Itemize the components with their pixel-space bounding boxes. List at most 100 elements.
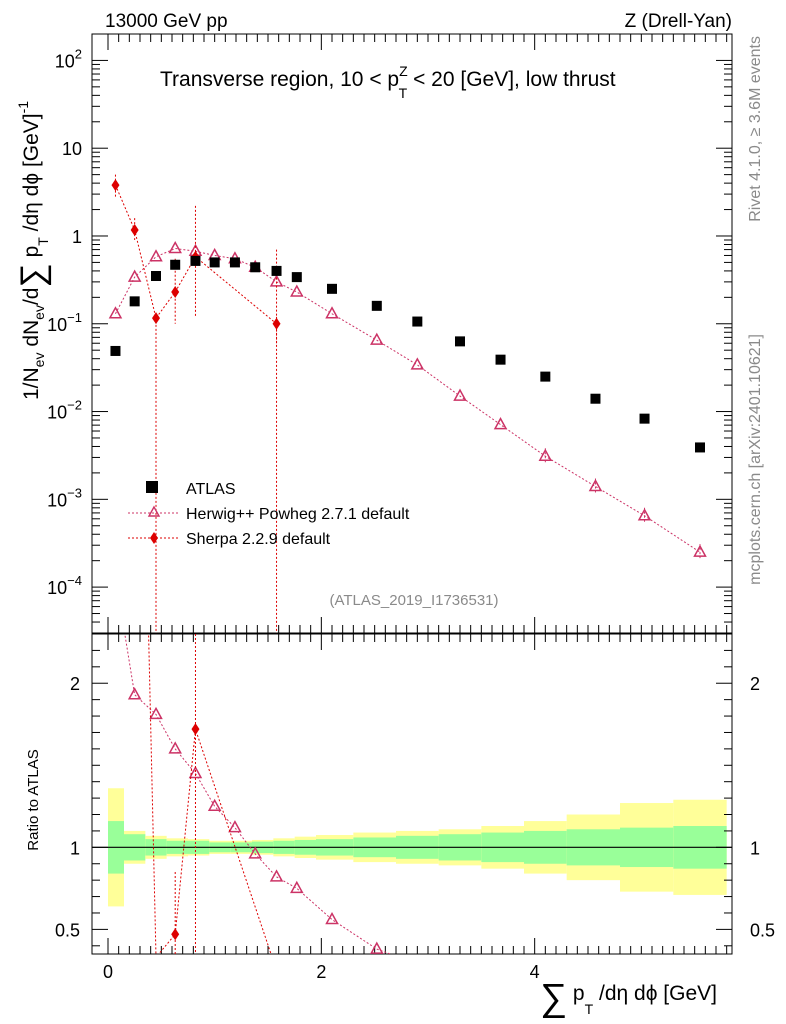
y-tick-label: 10: [62, 139, 82, 159]
herwig-point: [637, 508, 652, 521]
legend-marker-sherpa: [150, 532, 158, 544]
y-axis-label-ratio: Ratio to ATLAS: [25, 749, 42, 850]
ratio-tick-label-right: 0.5: [750, 920, 775, 940]
herwig-ratio-point: [412, 958, 423, 968]
legend-label-herwig: Herwig++ Powheg 2.7.1 default: [186, 506, 410, 523]
atlas-point: [229, 257, 240, 268]
atlas-point: [129, 296, 140, 307]
y-tick-label: 10−1: [47, 310, 82, 335]
atlas-point: [209, 257, 220, 268]
herwig-ratio-point: [110, 571, 121, 581]
atlas-point: [371, 300, 382, 311]
sherpa-point: [152, 312, 160, 325]
svg-text:1/Nev dNev/d∑ pT /dη dϕ [GeV]: 1/Nev dNev/d∑ pT /dη dϕ [GeV]-1: [14, 101, 52, 400]
herwig-point: [693, 544, 707, 557]
x-tick-label: 0: [103, 962, 113, 982]
atlas-point: [291, 272, 302, 283]
sherpa-ratio-point: [171, 928, 180, 941]
y-tick-label: 102: [55, 46, 82, 71]
legend: ATLAS Herwig++ Powheg 2.7.1 default Sher…: [128, 481, 410, 548]
herwig-ratio-point: [269, 869, 284, 882]
herwig-point: [325, 306, 339, 319]
atlas-point: [271, 265, 282, 276]
plot-title: Transverse region, 10 < pZ T < 20 [GeV], …: [160, 63, 616, 101]
herwig-point: [149, 249, 163, 262]
main-axis-ticks: 102 10 1 10−1 10−2 10−3 10−4: [47, 33, 732, 633]
analysis-id: (ATLAS_2019_I1736531): [329, 592, 498, 609]
atlas-point: [540, 371, 551, 382]
legend-label-sherpa: Sherpa 2.2.9 default: [186, 531, 331, 548]
atlas-point: [639, 413, 650, 424]
ratio-tick-label-right: 1: [750, 838, 760, 858]
herwig-ratio-point: [127, 687, 142, 700]
mcplots-label: mcplots.cern.ch [arXiv:2401.10621]: [747, 334, 764, 585]
main-panel-frame: [91, 33, 733, 634]
atlas-point: [590, 393, 601, 404]
atlas-point: [250, 262, 261, 273]
ratio-axis-ticks: 0 2 4 2 2 1 1 0.5 0.5: [55, 634, 775, 982]
herwig-point: [410, 357, 425, 370]
herwig-ratio-point: [149, 706, 163, 720]
herwig-ratio-point: [325, 911, 339, 925]
herwig-point: [588, 478, 603, 492]
sherpa-ratio-line: [148, 634, 272, 954]
atlas-point: [495, 354, 506, 365]
header-left: 13000 GeV pp: [105, 11, 228, 32]
ratio-tick-label-right: 2: [750, 674, 760, 694]
legend-label-atlas: ATLAS: [186, 481, 236, 498]
herwig-ratio-point: [188, 765, 203, 779]
x-axis-label: ∑ pT /dη dϕ [GeV]: [540, 977, 717, 1019]
sherpa-point: [171, 286, 180, 299]
y-tick-label: 10−2: [47, 398, 82, 423]
herwig-ratio-point: [455, 969, 466, 979]
atlas-point: [170, 259, 181, 270]
herwig-point: [108, 306, 123, 319]
herwig-ratio-line: [124, 634, 392, 954]
sherpa-point: [111, 179, 120, 192]
herwig-ratio-point: [495, 976, 506, 986]
atlas-point: [190, 255, 201, 266]
y-tick-label: 10−4: [47, 573, 82, 598]
herwig-ratio-point: [290, 880, 304, 894]
herwig-point: [127, 269, 142, 282]
sherpa-ratio-point: [191, 723, 200, 736]
herwig-point: [453, 388, 467, 401]
herwig-point: [168, 240, 182, 254]
sherpa-line: [115, 184, 277, 325]
herwig-ratio-point: [168, 741, 182, 754]
ratio-tick-label: 2: [70, 674, 80, 694]
ratio-tick-label: 1: [70, 838, 80, 858]
ratio-panel-frame: [91, 633, 733, 955]
atlas-point: [695, 442, 705, 453]
legend-marker-herwig: [147, 505, 161, 517]
sherpa-point: [130, 223, 139, 236]
atlas-point: [151, 271, 161, 282]
y-axis-label-main: 1/Nev dNev/d∑ pT /dη dϕ [GeV]-1: [14, 101, 52, 400]
rivet-label: Rivet 4.1.0, ≥ 3.6M events: [747, 36, 764, 222]
svg-text:∑ pT /dη dϕ [GeV]: ∑ pT /dη dϕ [GeV]: [540, 977, 717, 1019]
header-right: Z (Drell-Yan): [625, 11, 732, 32]
herwig-point: [370, 332, 384, 345]
herwig-ratio-point: [207, 798, 222, 812]
ratio-tick-label: 0.5: [55, 920, 80, 940]
herwig-point: [269, 274, 284, 287]
atlas-point: [110, 345, 121, 356]
y-tick-label: 10−3: [47, 485, 82, 510]
herwig-point: [493, 417, 508, 430]
atlas-point: [455, 336, 465, 347]
x-tick-label: 2: [316, 962, 326, 982]
atlas-point: [327, 283, 337, 294]
herwig-point: [290, 284, 304, 297]
y-tick-label: 1: [72, 227, 82, 247]
ratio-data-layer: [110, 571, 506, 986]
sherpa-point: [272, 317, 281, 330]
herwig-point: [538, 448, 553, 461]
atlas-point: [412, 316, 423, 327]
legend-marker-atlas: [146, 481, 158, 493]
x-tick-label: 4: [530, 962, 540, 982]
herwig-ratio-point: [228, 820, 242, 833]
herwig-ratio-point: [248, 846, 262, 859]
main-data-layer: [108, 174, 707, 633]
herwig-ratio-point: [370, 941, 384, 954]
